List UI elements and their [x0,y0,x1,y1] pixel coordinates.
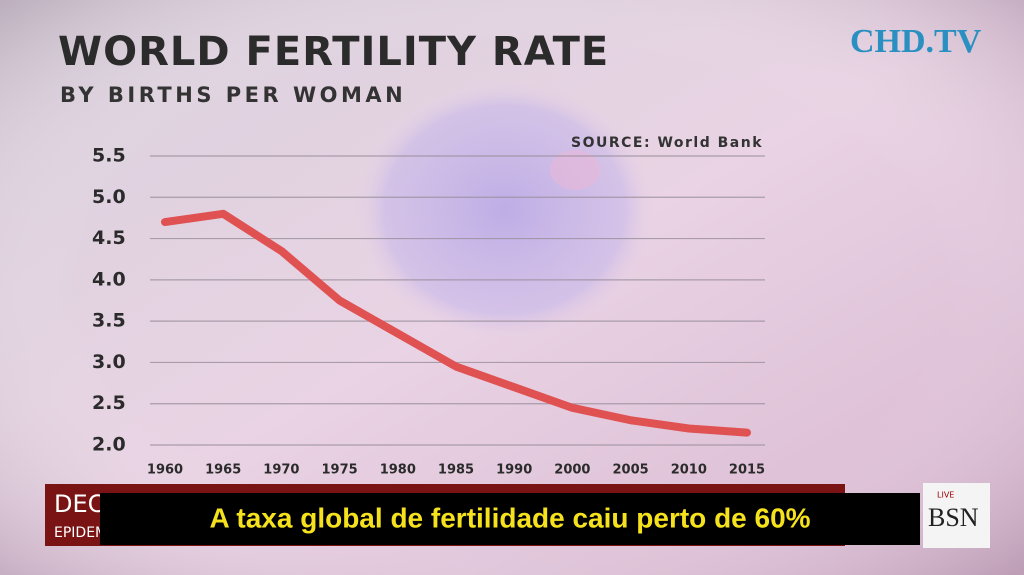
x-tick-label: 1985 [438,463,474,478]
x-tick-label: 2005 [613,463,649,478]
x-tick-label: 1965 [205,463,241,478]
y-tick-label: 5.0 [92,186,126,208]
caption-box [100,493,920,545]
network-box [923,483,990,548]
subline: EPIDEM [54,525,107,541]
caption: A taxa global de fertilidade caiu perto … [209,502,810,533]
y-tick-label: 4.0 [92,268,126,290]
chart-subtitle: BY BIRTHS PER WOMAN [60,83,406,107]
lower-third: DEC EPIDEM LIVE BSN A taxa global de fer… [45,483,990,548]
x-tick-label: 1960 [147,463,183,478]
x-tick-label: 2015 [729,463,765,478]
y-tick-label: 3.5 [92,310,126,332]
source-note: SOURCE: World Bank [571,135,763,151]
y-tick-label: 4.5 [92,227,126,249]
x-tick-label: 1990 [496,463,532,478]
x-tick-label: 2000 [554,463,590,478]
headline: DEC [54,490,104,518]
y-tick-label: 2.5 [92,392,126,414]
network-logo: BSN [928,503,979,532]
y-tick-label: 2.0 [92,434,126,456]
x-tick-label: 1975 [322,463,358,478]
x-tick-label: 1970 [263,463,299,478]
live-label: LIVE [937,491,954,500]
x-tick-label: 1980 [380,463,416,478]
chart-title: WORLD FERTILITY RATE [58,29,609,75]
y-tick-label: 5.5 [92,145,126,167]
data-line [161,209,751,437]
channel-logo: CHD.TV [850,23,982,60]
y-tick-label: 3.0 [92,351,126,373]
x-tick-label: 2010 [671,463,707,478]
